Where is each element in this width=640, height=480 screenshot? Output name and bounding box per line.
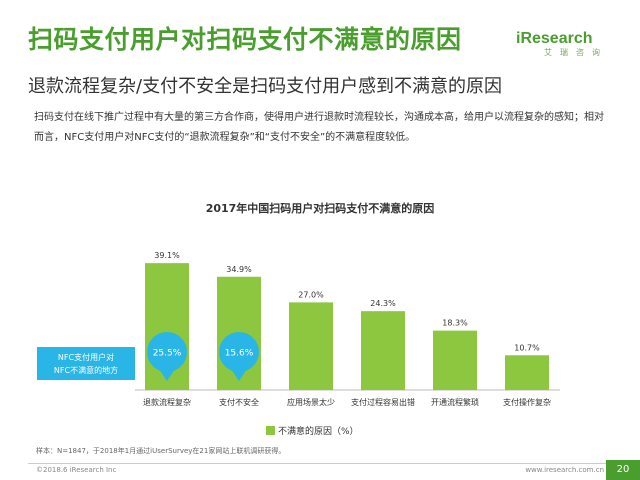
page-title: 扫码支付用户对扫码支付不满意的原因: [28, 25, 462, 54]
page-subtitle: 退款流程复杂/支付不安全是扫码支付用户感到不满意的原因: [28, 76, 503, 97]
description-text: 扫码支付在线下推广过程中有大量的第三方合作商，使得用户进行退款时流程较长，沟通成…: [34, 112, 604, 143]
data-label: 39.1%: [154, 251, 180, 260]
footer-divider: [28, 463, 620, 464]
copyright-text: ©2018.6 iResearch Inc: [36, 466, 117, 474]
category-label: 应用场景太少: [287, 397, 335, 407]
source-note: 样本：N=1847，于2018年1月通过iUserSurvey在21家网站上联机…: [36, 447, 286, 455]
chart-title: 2017年中国扫码用户对扫码支付不满意的原因: [205, 202, 435, 215]
nfc-callout-box: [37, 347, 135, 380]
category-label: 支付过程容易出错: [351, 397, 415, 407]
logo-text: iResearch: [516, 30, 593, 47]
legend-swatch: [266, 426, 275, 435]
chart-legend: 不满意的原因（%）: [266, 424, 359, 437]
data-label: 27.0%: [298, 290, 324, 299]
category-label: 支付操作复杂: [503, 397, 551, 407]
nfc-value-label: 15.6%: [225, 349, 254, 359]
category-label: 支付不安全: [219, 397, 259, 407]
bar: [289, 302, 333, 390]
bar: [505, 355, 549, 390]
logo-subtext: 艾瑞咨询: [544, 48, 608, 57]
iresearch-logo: iResearch 艾瑞咨询: [516, 30, 608, 66]
data-label: 34.9%: [226, 265, 252, 274]
bar: [433, 330, 477, 390]
nfc-bubble: [147, 332, 187, 372]
nfc-bubble: [219, 332, 259, 372]
data-label: 10.7%: [514, 343, 540, 352]
data-label: 18.3%: [442, 319, 468, 328]
legend-label: 不满意的原因（%）: [278, 427, 359, 437]
category-label: 开通流程繁琐: [431, 397, 479, 407]
category-label: 退款流程复杂: [143, 397, 191, 407]
nfc-callout-line: NFC支付用户对: [58, 352, 114, 362]
nfc-bubble-pointer: [159, 369, 175, 381]
bar: [361, 311, 405, 390]
data-label: 24.3%: [370, 299, 396, 308]
website-text: www.iresearch.com.cn: [525, 466, 604, 474]
nfc-callout-line: NFC不满意的地方: [54, 365, 118, 375]
nfc-bubble-pointer: [231, 369, 247, 381]
page-number: 20: [606, 460, 640, 480]
nfc-value-label: 25.5%: [153, 349, 182, 359]
